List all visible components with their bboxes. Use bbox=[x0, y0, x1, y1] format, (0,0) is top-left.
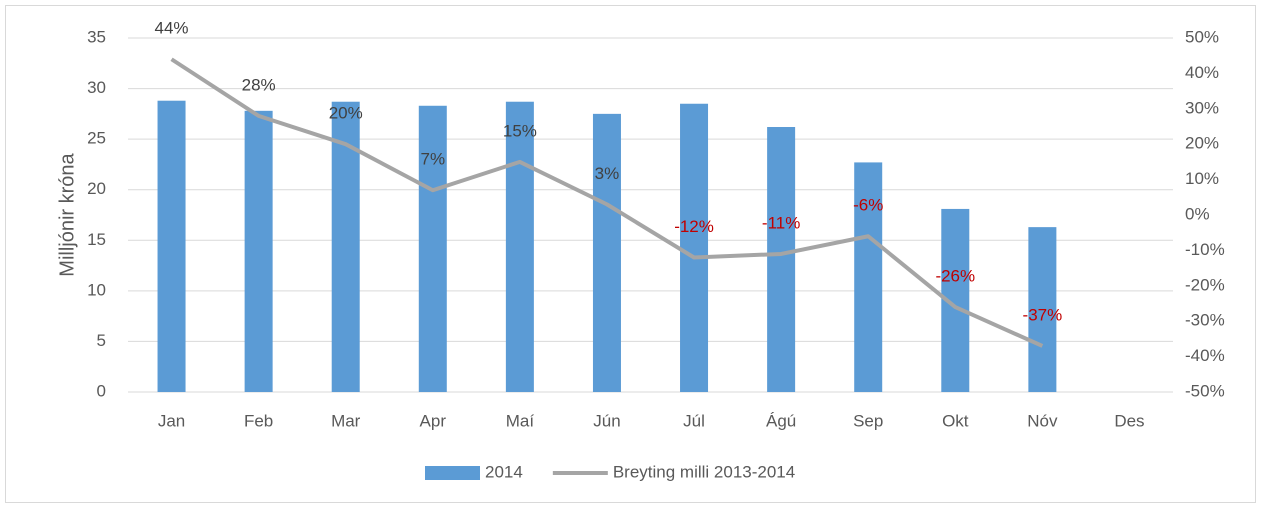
x-tick-label: Ágú bbox=[766, 411, 796, 430]
x-tick-label: Apr bbox=[420, 411, 447, 430]
x-tick-label: Okt bbox=[942, 411, 969, 430]
bar bbox=[592, 113, 621, 392]
y-tick-label: 5 bbox=[97, 331, 106, 350]
y-tick-label: 0 bbox=[97, 381, 106, 400]
x-tick-label: Nóv bbox=[1027, 411, 1058, 430]
data-label: 28% bbox=[242, 75, 276, 94]
x-tick-label: Jún bbox=[593, 411, 620, 430]
y2-tick-label: 50% bbox=[1185, 27, 1219, 46]
x-tick-label: Jan bbox=[158, 411, 185, 430]
y-tick-label: 20 bbox=[87, 179, 106, 198]
bar bbox=[680, 103, 709, 392]
data-label: -37% bbox=[1023, 305, 1063, 324]
data-label: -6% bbox=[853, 196, 883, 215]
y-tick-label: 15 bbox=[87, 230, 106, 249]
data-label: 15% bbox=[503, 121, 537, 140]
bar bbox=[157, 100, 186, 393]
y-tick-label: 30 bbox=[87, 78, 106, 97]
bar bbox=[505, 101, 534, 392]
bar bbox=[854, 162, 883, 392]
y2-tick-label: -20% bbox=[1185, 275, 1225, 294]
bar bbox=[767, 127, 796, 393]
bar bbox=[244, 110, 273, 392]
chart-frame bbox=[5, 5, 1256, 503]
y2-tick-label: 40% bbox=[1185, 63, 1219, 82]
y-tick-label: 25 bbox=[87, 129, 106, 148]
x-tick-label: Júl bbox=[683, 411, 705, 430]
y2-tick-label: 0% bbox=[1185, 204, 1210, 223]
legend-label: 2014 bbox=[485, 462, 523, 481]
bar bbox=[418, 105, 447, 392]
data-label: -26% bbox=[935, 267, 975, 286]
y2-tick-label: 20% bbox=[1185, 134, 1219, 153]
data-label: 44% bbox=[155, 19, 189, 38]
y-tick-label: 10 bbox=[87, 280, 106, 299]
line bbox=[170, 57, 1044, 348]
x-tick-label: Feb bbox=[244, 411, 273, 430]
data-label: 3% bbox=[595, 164, 620, 183]
y-axis-label: Milljónir króna bbox=[56, 152, 78, 276]
legend-label: Breyting milli 2013-2014 bbox=[613, 462, 795, 481]
bar bbox=[1028, 227, 1057, 392]
data-label: 7% bbox=[421, 150, 446, 169]
y2-tick-label: -30% bbox=[1185, 311, 1225, 330]
x-tick-label: Sep bbox=[853, 411, 883, 430]
x-tick-label: Maí bbox=[506, 411, 535, 430]
y2-tick-label: -40% bbox=[1185, 346, 1225, 365]
y2-tick-label: -10% bbox=[1185, 240, 1225, 259]
y2-tick-label: 30% bbox=[1185, 98, 1219, 117]
data-label: 20% bbox=[329, 104, 363, 123]
y-tick-label: 35 bbox=[87, 27, 106, 46]
legend-swatch bbox=[425, 466, 480, 480]
x-tick-label: Des bbox=[1114, 411, 1144, 430]
y2-tick-label: -50% bbox=[1185, 381, 1225, 400]
data-label: -11% bbox=[762, 213, 800, 232]
data-label: -12% bbox=[674, 217, 714, 236]
x-tick-label: Mar bbox=[331, 411, 361, 430]
y2-tick-label: 10% bbox=[1185, 169, 1219, 188]
